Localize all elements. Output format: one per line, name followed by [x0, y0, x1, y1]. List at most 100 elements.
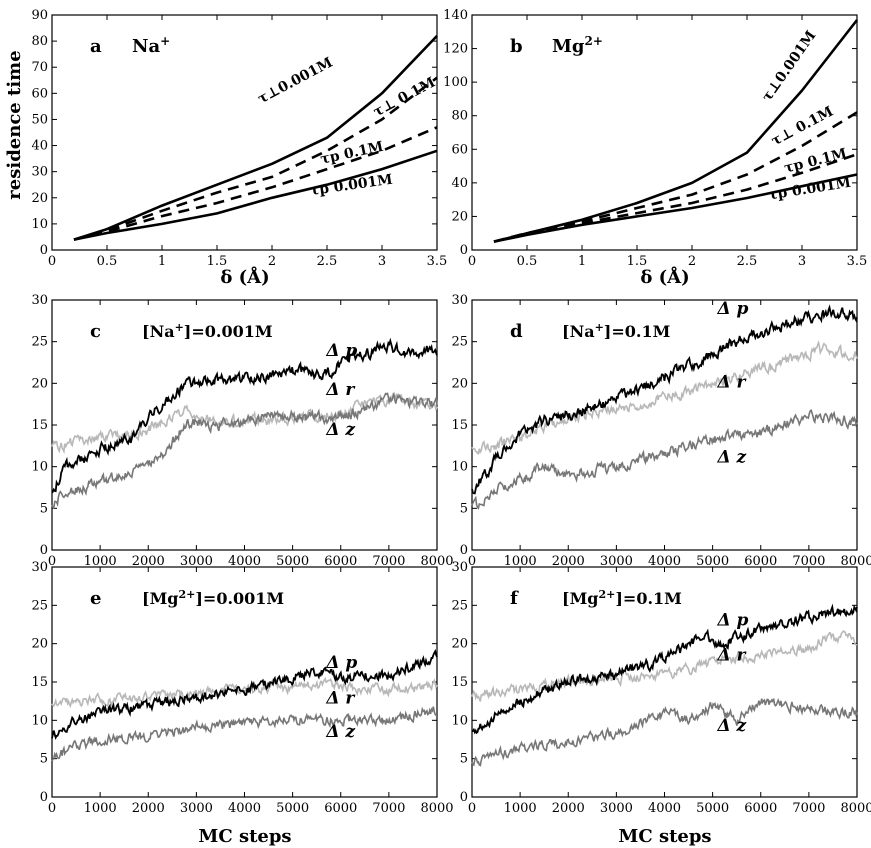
x-tick-label: 1.5	[207, 254, 228, 269]
top-left-xlabel: δ (Å)	[220, 265, 269, 288]
condition-prefix: [Na	[562, 322, 595, 341]
condition-label: [Na+]=0.001M	[142, 321, 273, 342]
panel-label: a	[90, 36, 102, 57]
x-tick-label: 4000	[648, 801, 681, 816]
y-tick-label: 15	[31, 418, 48, 433]
y-tick-label: 70	[31, 60, 48, 75]
series-trace	[51, 676, 438, 709]
x-tick-label: 2000	[552, 801, 585, 816]
x-tick-label: 8000	[840, 801, 871, 816]
curve-label: τ⊥0.001M	[759, 28, 819, 105]
top-ylabel: residence time	[4, 50, 25, 199]
y-tick-label: 10	[451, 460, 468, 475]
x-tick-label: 6000	[324, 554, 357, 569]
y-tick-label: 25	[451, 335, 468, 350]
bottom-right-xlabel: MC steps	[618, 826, 711, 847]
y-tick-label: 50	[31, 112, 48, 127]
condition-prefix: [Na	[142, 322, 175, 341]
y-tick-label: 10	[31, 713, 48, 728]
x-tick-label: 3000	[180, 554, 213, 569]
x-tick-label: 3	[378, 254, 386, 269]
x-tick-label: 6000	[744, 554, 777, 569]
y-tick-label: 0	[40, 543, 48, 558]
x-tick-label: 3.5	[427, 254, 448, 269]
curve-label: τ⊥ 0.1M	[371, 75, 438, 121]
panel-b: 0 0.5 1 1.5 2 2.5 3 3.5 0 20 40 60 80 100 120 140 b Mg2+ τ…	[443, 8, 867, 269]
panel-e: 0 1000 2000 3000 4000 5000 6000 7000 8000 0 5 10 15 2…	[31, 560, 453, 816]
x-tick-label: 2	[268, 254, 276, 269]
condition-label: [Mg2+]=0.001M	[142, 588, 284, 609]
y-tick-label: 60	[31, 86, 48, 101]
y-tick-label: 20	[31, 191, 48, 206]
condition-suffix: ]=0.001M	[195, 589, 284, 608]
x-tick-label: 7000	[372, 554, 405, 569]
y-tick-label: 20	[451, 637, 468, 652]
x-tick-label: 3000	[600, 801, 633, 816]
x-tick-label: 7000	[372, 801, 405, 816]
x-tick-label: 2000	[552, 554, 585, 569]
series-line	[73, 76, 438, 241]
condition-prefix: [Mg	[142, 589, 178, 608]
x-tick-label: 0	[48, 254, 56, 269]
x-tick-label: 0	[468, 254, 476, 269]
condition-suffix: ]=0.1M	[615, 589, 682, 608]
x-tick-label: 1000	[84, 554, 117, 569]
series-trace	[471, 629, 858, 702]
panel-d: 0 1000 2000 3000 4000 5000 6000 7000 8000 0 5 10 15 2…	[451, 293, 871, 569]
panel-f: 0 1000 2000 3000 4000 5000 6000 7000 8000 0 5 10 15 2…	[451, 560, 871, 816]
x-tick-label: 1.5	[627, 254, 648, 269]
x-tick-label: 0	[48, 554, 56, 569]
series-label: Δ r	[716, 373, 746, 393]
panel-a: 0 0.5 1 1.5 2 2.5 3 3.5 0 10 20 30 40 50 60 70 80 90 a Na+ τ…	[31, 8, 447, 269]
series-trace	[471, 698, 858, 767]
x-tick-label: 5000	[276, 801, 309, 816]
x-tick-label: 8000	[840, 554, 871, 569]
condition-suffix: ]=0.001M	[184, 322, 273, 341]
condition-sup: +	[175, 321, 184, 334]
x-tick-label: 5000	[696, 801, 729, 816]
x-tick-label: 1000	[504, 554, 537, 569]
x-tick-label: 2000	[132, 801, 165, 816]
x-tick-label: 4000	[228, 801, 261, 816]
y-tick-label: 15	[451, 418, 468, 433]
curve-label: τ⊥0.001M	[255, 55, 335, 108]
series-trace	[51, 648, 438, 740]
y-tick-label: 5	[460, 501, 468, 516]
y-tick-label: 60	[451, 142, 468, 157]
series-trace	[51, 337, 438, 494]
panel-label: b	[510, 36, 523, 57]
y-tick-label: 90	[31, 8, 48, 23]
y-tick-label: 5	[40, 752, 48, 767]
series-line	[73, 149, 438, 241]
x-tick-label: 8000	[420, 801, 453, 816]
y-tick-label: 0	[460, 790, 468, 805]
y-tick-label: 0	[460, 543, 468, 558]
y-tick-label: 30	[451, 293, 468, 308]
series-line	[73, 126, 438, 241]
series-label: Δ p	[325, 341, 357, 361]
x-tick-label: 6000	[744, 801, 777, 816]
x-tick-label: 8000	[420, 554, 453, 569]
series-trace	[51, 391, 438, 510]
panel-label: e	[90, 588, 101, 609]
ion-label: Na+	[132, 34, 170, 57]
bottom-left-xlabel: MC steps	[198, 826, 291, 847]
y-tick-label: 40	[31, 139, 48, 154]
x-tick-label: 1	[578, 254, 586, 269]
panel-label: c	[90, 321, 101, 342]
x-tick-label: 1000	[504, 801, 537, 816]
series-label: Δ z	[325, 420, 355, 440]
x-tick-label: 0.5	[517, 254, 538, 269]
condition-sup: 2+	[598, 588, 615, 601]
x-tick-label: 2.5	[317, 254, 338, 269]
series-label: Δ p	[716, 610, 748, 630]
y-tick-label: 100	[443, 75, 468, 90]
x-tick-label: 1000	[84, 801, 117, 816]
x-tick-label: 6000	[324, 801, 357, 816]
y-tick-label: 25	[31, 335, 48, 350]
x-tick-label: 7000	[792, 554, 825, 569]
series-label: Δ r	[325, 688, 355, 708]
series-label: Δ z	[325, 722, 355, 742]
y-tick-label: 10	[31, 460, 48, 475]
